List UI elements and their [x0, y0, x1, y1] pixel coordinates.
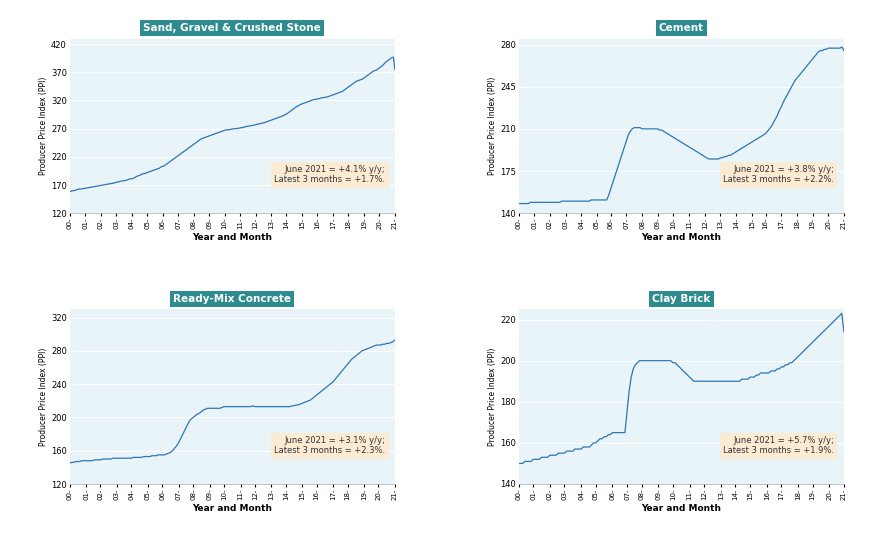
Text: Ready-Mix Concrete: Ready-Mix Concrete: [173, 294, 291, 304]
Text: Cement: Cement: [658, 23, 703, 33]
X-axis label: Year and Month: Year and Month: [640, 504, 720, 513]
Y-axis label: Producer Price Index (PPI): Producer Price Index (PPI): [488, 76, 496, 175]
Y-axis label: Producer Price Index (PPI): Producer Price Index (PPI): [39, 76, 48, 175]
X-axis label: Year and Month: Year and Month: [640, 233, 720, 242]
X-axis label: Year and Month: Year and Month: [192, 504, 272, 513]
Text: June 2021 = +4.1% y/y;
Latest 3 months = +1.7%.: June 2021 = +4.1% y/y; Latest 3 months =…: [274, 165, 385, 184]
Text: Clay Brick: Clay Brick: [651, 294, 710, 304]
Text: June 2021 = +5.7% y/y;
Latest 3 months = +1.9%.: June 2021 = +5.7% y/y; Latest 3 months =…: [722, 436, 833, 455]
Text: June 2021 = +3.1% y/y;
Latest 3 months = +2.3%.: June 2021 = +3.1% y/y; Latest 3 months =…: [274, 436, 385, 455]
Text: Sand, Gravel & Crushed Stone: Sand, Gravel & Crushed Stone: [143, 23, 321, 33]
Y-axis label: Producer Price Index (PPI): Producer Price Index (PPI): [39, 348, 48, 446]
Y-axis label: Producer Price Index (PPI): Producer Price Index (PPI): [488, 348, 496, 446]
X-axis label: Year and Month: Year and Month: [192, 233, 272, 242]
Text: June 2021 = +3.8% y/y;
Latest 3 months = +2.2%.: June 2021 = +3.8% y/y; Latest 3 months =…: [722, 165, 833, 184]
